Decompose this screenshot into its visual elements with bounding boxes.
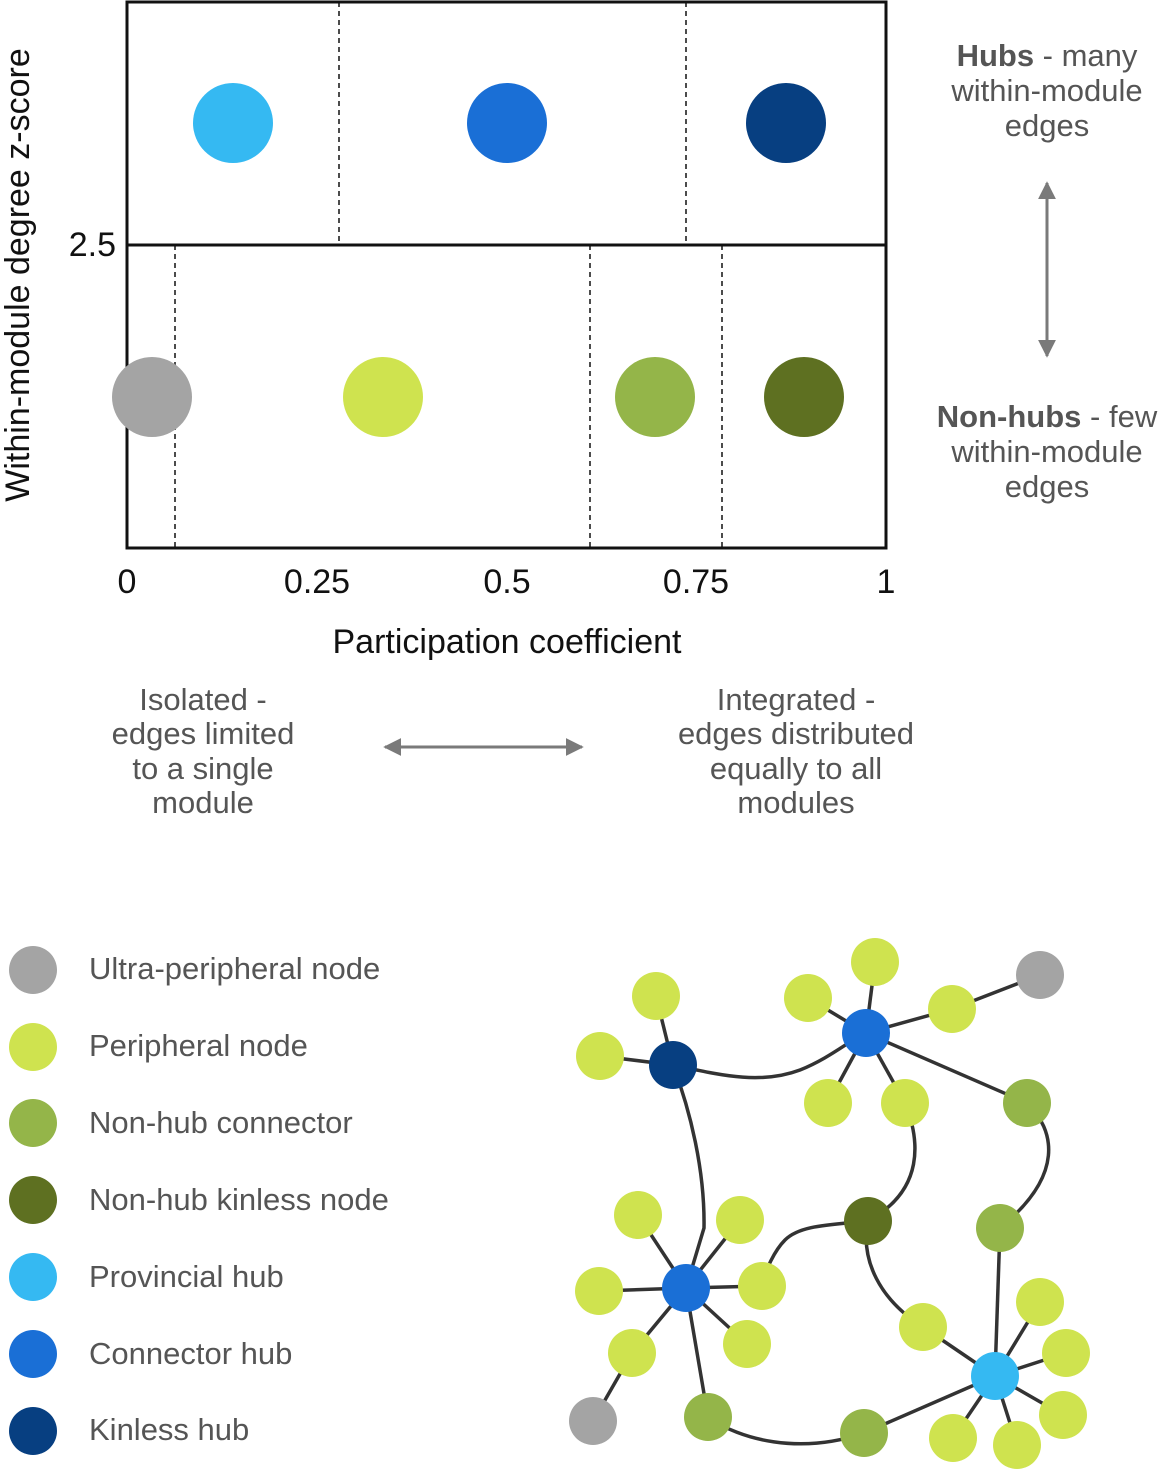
side-notes: Hubs - many within-module edges Non-hubs… [937,38,1158,504]
x-tick-0: 0 [118,563,137,601]
node-peripheral [1039,1391,1087,1439]
node-ultra-peripheral [1016,951,1064,999]
node-peripheral [881,1079,929,1127]
node-peripheral [929,1414,977,1462]
node-non-hub-connector [976,1204,1024,1252]
node-ultra-peripheral [569,1397,617,1445]
hubs-note-line3: edges [1005,108,1089,143]
node-peripheral [738,1262,786,1310]
legend-label-ultra-peripheral: Ultra-peripheral node [89,951,380,986]
nonhubs-note-rest: - few [1081,399,1157,434]
node-peripheral [716,1196,764,1244]
legend-swatch-ultra-peripheral [9,946,57,994]
integrated-line4: modules [737,785,854,820]
node-peripheral [784,974,832,1022]
node-peripheral [723,1320,771,1368]
x-tick-3: 0.75 [663,563,729,601]
legend-swatch-non-hub-connector [9,1099,57,1147]
region-connector-hub [467,83,547,163]
y-threshold-label: 2.5 [69,226,116,264]
region-peripheral [343,357,423,437]
node-peripheral [1042,1329,1090,1377]
legend-swatch-peripheral [9,1023,57,1071]
legend-swatch-kinless-hub [9,1407,57,1455]
legend-swatch-connector-hub [9,1330,57,1378]
bottom-notes: Isolated - edges limited to a single mod… [112,682,914,820]
legend-label-peripheral: Peripheral node [89,1028,308,1063]
node-peripheral [928,985,976,1033]
hubs-note-rest: - many [1034,38,1138,73]
x-tick-2: 0.5 [483,563,530,601]
hubs-note-line2: within-module [950,73,1142,108]
legend-swatch-provincial-hub [9,1253,57,1301]
example-network [569,938,1090,1469]
x-axis-label: Participation coefficient [332,623,682,661]
x-tick-1: 0.25 [284,563,350,601]
x-tick-4: 1 [877,563,896,601]
network-nodes [569,938,1090,1469]
nonhubs-note-line1: Non-hubs - few [937,399,1158,434]
integrated-line3: equally to all [710,751,882,786]
integrated-line2: edges distributed [678,716,914,751]
region-ultra-peripheral [112,357,192,437]
node-peripheral [632,972,680,1020]
node-connector-hub [662,1264,710,1312]
hubs-note-line1: Hubs - many [957,38,1138,73]
isolated-line4: module [152,785,254,820]
y-axis-label: Within-module degree z-score [0,48,37,502]
node-peripheral [575,1267,623,1315]
plot-frame [125,0,888,550]
node-peripheral [608,1329,656,1377]
region-non-hub-kinless [764,357,844,437]
node-kinless-hub [649,1041,697,1089]
hubs-note-bold: Hubs [957,38,1035,73]
role-plot: Within-module degree z-score 2.5 0 0.25 … [0,0,896,661]
node-connector-hub [842,1009,890,1057]
node-peripheral [614,1191,662,1239]
node-peripheral [804,1079,852,1127]
nonhubs-note-line2: within-module [950,434,1142,469]
node-peripheral [899,1303,947,1351]
legend-swatch-non-hub-kinless [9,1176,57,1224]
node-peripheral [851,938,899,986]
node-non-hub-connector [840,1409,888,1457]
legend-label-kinless-hub: Kinless hub [89,1412,249,1447]
legend: Ultra-peripheral node Peripheral node No… [9,946,389,1455]
nonhubs-note-bold: Non-hubs [937,399,1082,434]
node-non-hub-kinless [844,1197,892,1245]
legend-label-connector-hub: Connector hub [89,1336,292,1371]
node-peripheral [1016,1278,1064,1326]
legend-label-non-hub-connector: Non-hub connector [89,1105,353,1140]
node-peripheral [993,1421,1041,1469]
legend-label-non-hub-kinless: Non-hub kinless node [89,1182,389,1217]
isolated-line2: edges limited [112,716,295,751]
node-non-hub-connector [1003,1079,1051,1127]
node-provincial-hub [971,1352,1019,1400]
legend-label-provincial-hub: Provincial hub [89,1259,284,1294]
node-non-hub-connector [684,1393,732,1441]
isolated-line3: to a single [132,751,273,786]
nonhubs-note-line3: edges [1005,469,1089,504]
region-kinless-hub [746,83,826,163]
integrated-line1: Integrated - [717,682,876,717]
region-non-hub-connector [615,357,695,437]
node-peripheral [576,1032,624,1080]
region-provincial-hub [193,83,273,163]
isolated-line1: Isolated - [139,682,267,717]
